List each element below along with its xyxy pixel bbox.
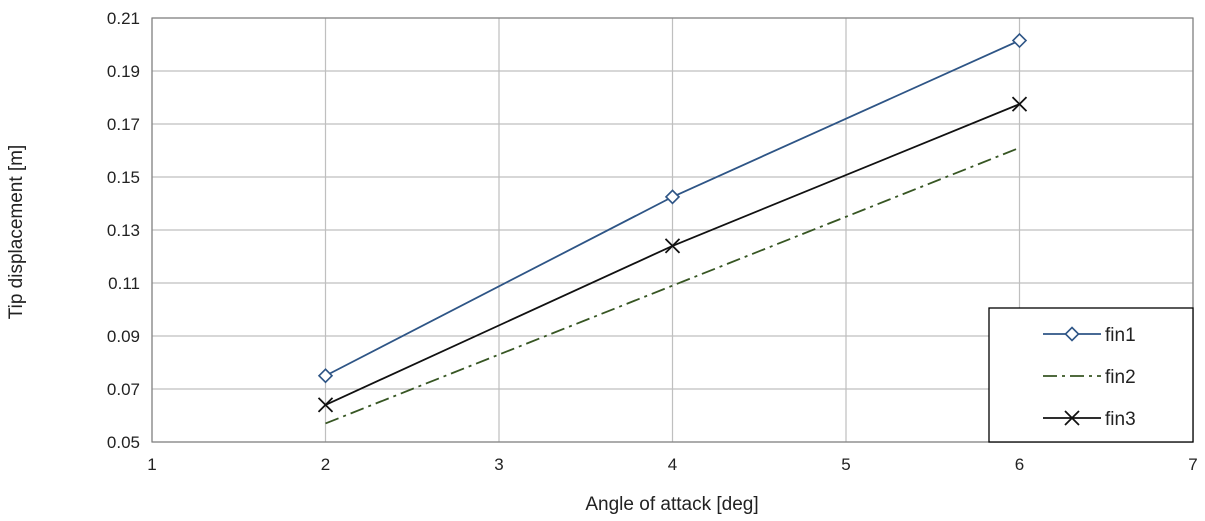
y-tick-label: 0.09 [107,327,140,346]
y-tick-label: 0.15 [107,168,140,187]
y-tick-label: 0.11 [108,274,140,293]
x-tick-label: 7 [1188,455,1197,474]
x-tick-label: 1 [147,455,156,474]
y-tick-label: 0.17 [107,115,140,134]
y-axis-title: Tip displacement [m] [6,145,27,320]
series-group [317,32,1028,425]
grid-lines [151,17,1194,443]
data-point-fin3 [317,397,334,413]
x-tick-label: 2 [321,455,330,474]
data-point-fin1 [664,189,681,205]
legend-label: fin1 [1105,325,1136,346]
y-tick-label: 0.13 [107,221,140,240]
data-point-fin1 [1011,32,1028,49]
legend-label: fin3 [1105,409,1136,430]
x-axis-title: Angle of attack [deg] [585,494,758,515]
y-tick-label: 0.05 [107,433,140,452]
x-tick-label: 3 [494,455,503,474]
data-point-fin3 [664,238,681,254]
y-tick-label: 0.21 [107,9,140,28]
x-tick-label: 5 [841,455,850,474]
data-point-fin1 [317,368,334,384]
legend-marker-fin3 [1064,410,1080,426]
y-tick-label: 0.19 [107,62,140,81]
legend-marker-fin1 [1064,326,1080,342]
x-axis-tick-labels: 1 2 3 4 5 6 7 [147,455,1197,474]
plot-area-frame [151,17,1194,443]
legend: fin1 fin2 fin3 [988,307,1194,443]
y-tick-label: 0.07 [107,380,140,399]
legend-box [988,307,1194,443]
x-tick-label: 6 [1015,455,1024,474]
x-tick-label: 4 [668,455,677,474]
series-line-fin2 [325,147,1020,425]
y-axis-tick-labels: 0.05 0.07 0.09 0.11 0.13 0.15 0.17 0.19 0.21 [107,9,140,452]
data-point-fin3 [1011,96,1028,112]
legend-label: fin2 [1105,367,1136,388]
